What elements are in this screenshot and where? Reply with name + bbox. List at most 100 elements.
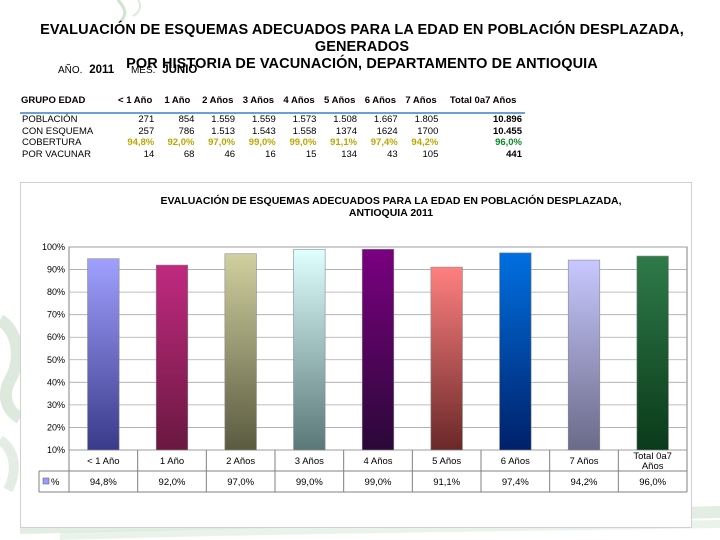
table-cell: 1.513 — [211, 125, 236, 137]
table-cell: 1.543 — [251, 125, 276, 137]
table-cell: 94,8% — [127, 137, 155, 149]
table-cell: 94,2% — [411, 137, 439, 149]
table-cell: 1374 — [335, 125, 358, 137]
chart-title: EVALUACIÓN DE ESQUEMAS ADECUADOS PARA LA… — [21, 195, 720, 219]
y-tick-label: 80% — [47, 287, 65, 297]
data-label: 96,0% — [639, 477, 666, 488]
chart-title-line2: ANTIOQUIA 2011 — [348, 207, 434, 219]
table-cell: 1.573 — [292, 114, 317, 126]
table-cell: 1.559 — [211, 114, 236, 126]
row-label: POBLACIÓN — [22, 114, 78, 126]
data-label: 94,8% — [90, 477, 117, 488]
x-category-label: Total 0a7 — [633, 451, 672, 462]
bar-chart: 10% 20% 30% 40% 50% 60% 70% 80% 90% 100% < 1 Año 94… — [38, 242, 688, 493]
column-header: 7 Años — [405, 95, 437, 106]
table-cell: 1.558 — [292, 125, 317, 137]
table-cell-total: 10.896 — [492, 114, 522, 126]
page-title-line1: EVALUACIÓN DE ESQUEMAS ADECUADOS PARA LA… — [40, 22, 684, 55]
table-cell: 854 — [178, 114, 195, 126]
y-tick-label: 60% — [47, 332, 65, 342]
table-cell-total: 96,0% — [495, 137, 522, 149]
y-tick-label: 20% — [47, 422, 65, 432]
data-label: 92,0% — [159, 477, 186, 488]
table-cell: 1624 — [376, 125, 398, 137]
column-header: 1 Año — [164, 95, 191, 106]
row-label: CON ESQUEMA — [22, 125, 94, 137]
table-cell: 99,0% — [289, 137, 317, 149]
table-cell: 97,4% — [370, 137, 398, 149]
page-title-line2: POR HISTORIA DE VACUNACIÓN, DEPARTAMENTO… — [126, 56, 598, 72]
month-label: MES. — [130, 65, 156, 76]
table-row: POR VACUNAR 14 68 46 16 15 134 43 105 44… — [20, 149, 525, 161]
x-category-label: < 1 Año — [87, 456, 120, 467]
y-tick-label: 40% — [47, 377, 65, 387]
data-label: 91,1% — [433, 477, 460, 488]
table-cell: 92,0% — [167, 137, 195, 149]
bar — [361, 248, 395, 451]
column-header: 3 Años — [242, 95, 275, 106]
column-header: 6 Años — [364, 95, 397, 106]
table-cell: 99,0% — [248, 137, 276, 149]
table-cell: 68 — [183, 148, 195, 160]
table-cell: 97,0% — [208, 137, 236, 149]
table-row: POBLACIÓN 271 854 1.559 1.559 1.573 1.50… — [20, 113, 525, 126]
table-cell: 46 — [224, 148, 236, 160]
x-category-label: 3 Años — [295, 456, 324, 467]
table-cell: 1.805 — [414, 114, 439, 126]
bar — [567, 259, 601, 451]
bar — [293, 248, 326, 451]
table-cell: 134 — [341, 148, 358, 160]
column-header: 4 Años — [283, 95, 315, 106]
column-header-total: Total 0a7 Años — [449, 95, 517, 106]
x-category-label: 1 Año — [160, 456, 184, 467]
x-category-label: 2 Años — [226, 456, 255, 467]
bar — [224, 253, 257, 451]
column-header: 2 Años — [202, 95, 234, 106]
x-category-label: Años — [642, 461, 664, 472]
y-tick-label: 30% — [47, 400, 65, 410]
table-cell: 43 — [387, 148, 398, 160]
table-cell: 16 — [265, 148, 276, 160]
row-label: COBERTURA — [22, 137, 82, 149]
table-cell: 786 — [178, 125, 195, 137]
y-tick-label: 10% — [47, 445, 65, 455]
table-cell: 257 — [138, 125, 155, 137]
table-header-row: GRUPO EDAD < 1 Año 1 Año 2 Años 3 Años 4… — [20, 90, 525, 113]
data-label: 99,0% — [365, 477, 392, 488]
bar — [499, 252, 532, 451]
bar — [155, 264, 189, 451]
table-cell: 271 — [138, 114, 155, 126]
table-cell: 105 — [422, 148, 439, 160]
y-tick-label: 90% — [47, 265, 65, 275]
table-cell-total: 10.455 — [492, 125, 522, 137]
row-label: POR VACUNAR — [22, 148, 91, 160]
chart-panel: EVALUACIÓN DE ESQUEMAS ADECUADOS PARA LA… — [20, 182, 692, 528]
data-label: 94,2% — [571, 477, 598, 488]
page-title: EVALUACIÓN DE ESQUEMAS ADECUADOS PARA LA… — [22, 22, 702, 73]
x-category-label: 4 Años — [363, 456, 392, 467]
legend-label: % — [51, 477, 60, 488]
table-cell: 14 — [143, 148, 155, 160]
table-row: CON ESQUEMA 257 786 1.513 1.543 1.558 13… — [20, 126, 525, 138]
y-tick-label: 50% — [47, 355, 65, 365]
bar — [636, 255, 669, 451]
table-row-coverage: COBERTURA 94,8% 92,0% 97,0% 99,0% 99,0% … — [20, 137, 525, 149]
month-value: JUNIO — [162, 64, 198, 76]
x-category-label: 5 Años — [432, 456, 461, 467]
group-header: GRUPO EDAD — [21, 95, 86, 106]
year-label: AÑO. — [58, 65, 83, 76]
legend-swatch — [42, 477, 50, 485]
data-label: 99,0% — [296, 477, 323, 488]
table-cell: 1700 — [417, 125, 439, 137]
data-label: 97,4% — [502, 477, 529, 488]
table-cell: 1.508 — [333, 114, 358, 126]
x-category-label: 7 Años — [569, 456, 598, 467]
y-tick-label: 100% — [42, 242, 65, 252]
table-cell: 1.667 — [373, 114, 398, 126]
x-category-label: 6 Años — [501, 456, 530, 467]
column-header: < 1 Año — [118, 95, 153, 106]
year-value: 2011 — [89, 64, 115, 76]
table-cell: 1.559 — [251, 114, 276, 126]
chart-title-line1: EVALUACIÓN DE ESQUEMAS ADECUADOS PARA LA… — [160, 195, 622, 207]
y-tick-label: 70% — [47, 310, 65, 320]
